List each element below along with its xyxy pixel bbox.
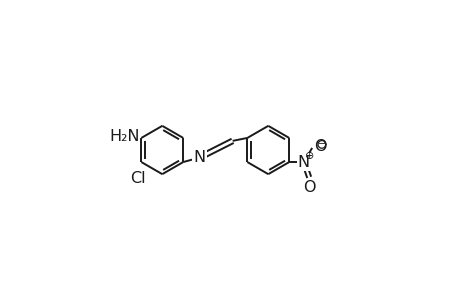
Text: N: N bbox=[297, 154, 309, 169]
Text: Cl: Cl bbox=[130, 171, 146, 186]
Text: N: N bbox=[193, 150, 205, 165]
Text: −: − bbox=[317, 140, 325, 149]
Text: O: O bbox=[313, 139, 325, 154]
Text: H₂N: H₂N bbox=[109, 129, 140, 144]
Text: O: O bbox=[302, 180, 315, 195]
Text: ⊕: ⊕ bbox=[304, 151, 313, 160]
